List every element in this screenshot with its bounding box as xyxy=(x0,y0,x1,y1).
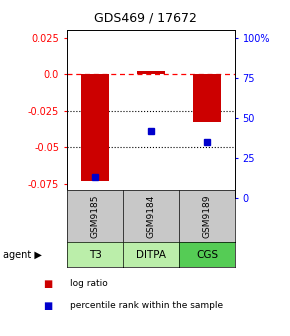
Text: ■: ■ xyxy=(44,301,53,311)
Bar xyxy=(137,71,165,74)
Text: DITPA: DITPA xyxy=(136,250,166,259)
Text: GSM9184: GSM9184 xyxy=(146,194,156,238)
Text: agent ▶: agent ▶ xyxy=(3,250,42,259)
Text: GSM9189: GSM9189 xyxy=(203,194,212,238)
Bar xyxy=(81,74,109,181)
Text: T3: T3 xyxy=(88,250,102,259)
Text: percentile rank within the sample: percentile rank within the sample xyxy=(70,301,223,310)
Text: ■: ■ xyxy=(44,279,53,289)
Bar xyxy=(193,74,221,122)
Text: CGS: CGS xyxy=(196,250,218,259)
Text: log ratio: log ratio xyxy=(70,280,107,288)
Text: GSM9185: GSM9185 xyxy=(90,194,99,238)
Text: GDS469 / 17672: GDS469 / 17672 xyxy=(94,12,196,25)
